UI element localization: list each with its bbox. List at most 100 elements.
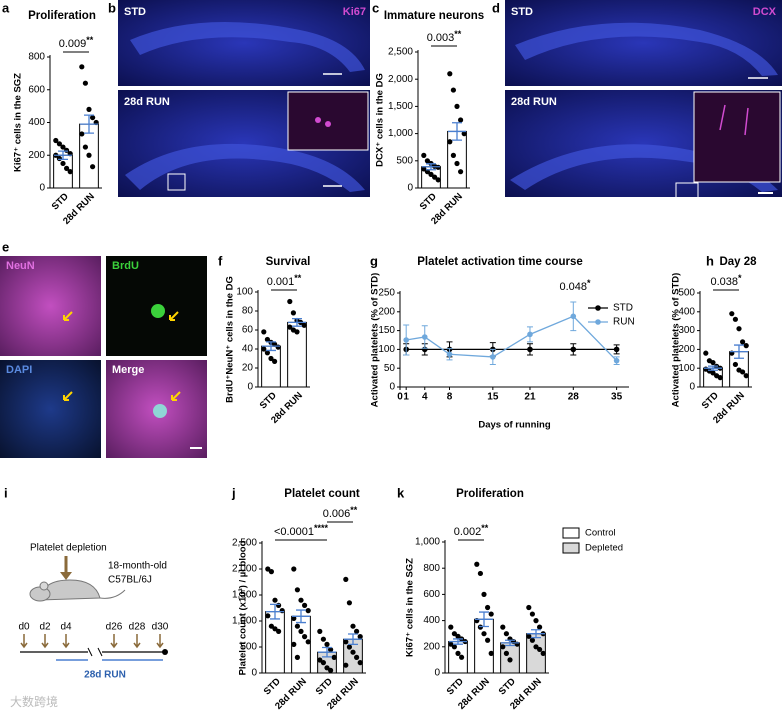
y-tick-label: 60 [242, 325, 254, 336]
data-point [451, 644, 457, 650]
data-point [447, 139, 453, 145]
data-point [265, 566, 271, 572]
stars: ** [86, 35, 94, 45]
data-point [527, 331, 533, 338]
day-label: d0 [18, 622, 30, 633]
y-axis-label: Ki67⁺ cells in the SGZ [405, 558, 416, 657]
data-point [60, 160, 66, 167]
data-point [717, 375, 723, 381]
x-tick-label: STD [262, 676, 283, 697]
y-tick-label: 1,000 [388, 128, 413, 139]
p-value: 0.002 [454, 526, 482, 538]
y-tick-label: 100 [678, 363, 695, 374]
legend-label: RUN [613, 317, 635, 328]
data-point [298, 597, 304, 603]
data-point [450, 152, 456, 158]
arrow [63, 311, 73, 321]
legend-swatch [562, 527, 580, 539]
data-point [732, 361, 739, 368]
stars: **** [314, 523, 329, 533]
data-point [343, 662, 349, 668]
annotation: 0.048* [559, 278, 591, 293]
y-tick-label: 0 [247, 382, 253, 393]
data-point [529, 611, 536, 617]
annotation: 0.006** [323, 505, 358, 520]
line [406, 315, 618, 362]
end-dot [162, 649, 168, 655]
data-point [79, 64, 85, 70]
y-tick-label: 2,500 [232, 538, 257, 549]
treatment-label: Platelet depletion [30, 543, 107, 554]
data-point [507, 657, 513, 663]
x-tick-label: STD [314, 676, 335, 697]
data-point [343, 576, 349, 583]
data-point [403, 337, 409, 343]
chart-title: Platelet count [284, 488, 360, 500]
y-tick-label: 200 [378, 306, 395, 317]
legend-dot [595, 319, 601, 325]
data-point [56, 155, 63, 162]
annotation: 0.001** [267, 273, 302, 288]
x-tick-label: STD [497, 676, 518, 697]
x-tick-label: 28 [568, 392, 580, 403]
y-tick-label: 600 [423, 589, 440, 600]
error-bar [292, 609, 310, 624]
x-tick-label: 0 [397, 392, 403, 403]
error-bar [262, 341, 280, 352]
y-axis-label: BrdU⁺NeuN⁺ cells in the DG [225, 276, 236, 403]
data-point [279, 608, 285, 614]
error-bar [730, 344, 748, 359]
day-label: d28 [129, 622, 146, 633]
data-point [503, 631, 509, 637]
data-point [446, 351, 453, 358]
legend-label: Depleted [585, 543, 623, 554]
data-point [346, 600, 352, 606]
data-point [272, 626, 278, 632]
panel-letter: h [706, 253, 714, 268]
data-point [537, 624, 543, 630]
error-bar [54, 150, 72, 160]
data-point [328, 647, 334, 653]
data-point [290, 310, 296, 316]
data-point [533, 618, 539, 624]
y-tick-label: 400 [423, 615, 440, 626]
data-point [488, 650, 494, 656]
y-tick-label: 40 [242, 344, 254, 355]
data-point [732, 316, 739, 322]
data-point [275, 344, 281, 350]
data-point [428, 171, 434, 177]
chart-title: Day 28 [719, 256, 757, 268]
data-point [526, 633, 532, 639]
data-point [60, 144, 66, 150]
error-bar [704, 365, 722, 371]
data-point [64, 165, 70, 171]
x-tick-label: STD [418, 191, 439, 212]
roi-box [167, 173, 186, 191]
data-point [268, 355, 274, 362]
y-tick-label: 1,500 [388, 101, 413, 112]
day-label: d30 [152, 622, 169, 633]
data-point [613, 346, 620, 353]
data-point [324, 665, 330, 671]
y-tick-label: 0 [39, 183, 45, 194]
x-tick-label: STD [50, 191, 71, 212]
data-point [268, 623, 274, 629]
data-point [481, 591, 487, 598]
tissue [125, 143, 365, 192]
image-label: 28d RUN [511, 96, 557, 108]
data-point [526, 604, 532, 611]
stain-label: Ki67 [343, 6, 366, 18]
data-point [305, 608, 311, 614]
data-point [421, 166, 427, 172]
data-point [357, 660, 363, 666]
data-point [350, 649, 356, 655]
data-point [736, 326, 742, 332]
data-point [459, 654, 465, 660]
image-panel-b: b STD Ki67 28d RUN [108, 0, 370, 197]
data-point [529, 637, 536, 643]
x-tick-label: 15 [487, 392, 499, 403]
data-point [703, 350, 709, 356]
data-point [276, 628, 282, 635]
data-point [79, 131, 85, 137]
data-point [302, 634, 308, 640]
